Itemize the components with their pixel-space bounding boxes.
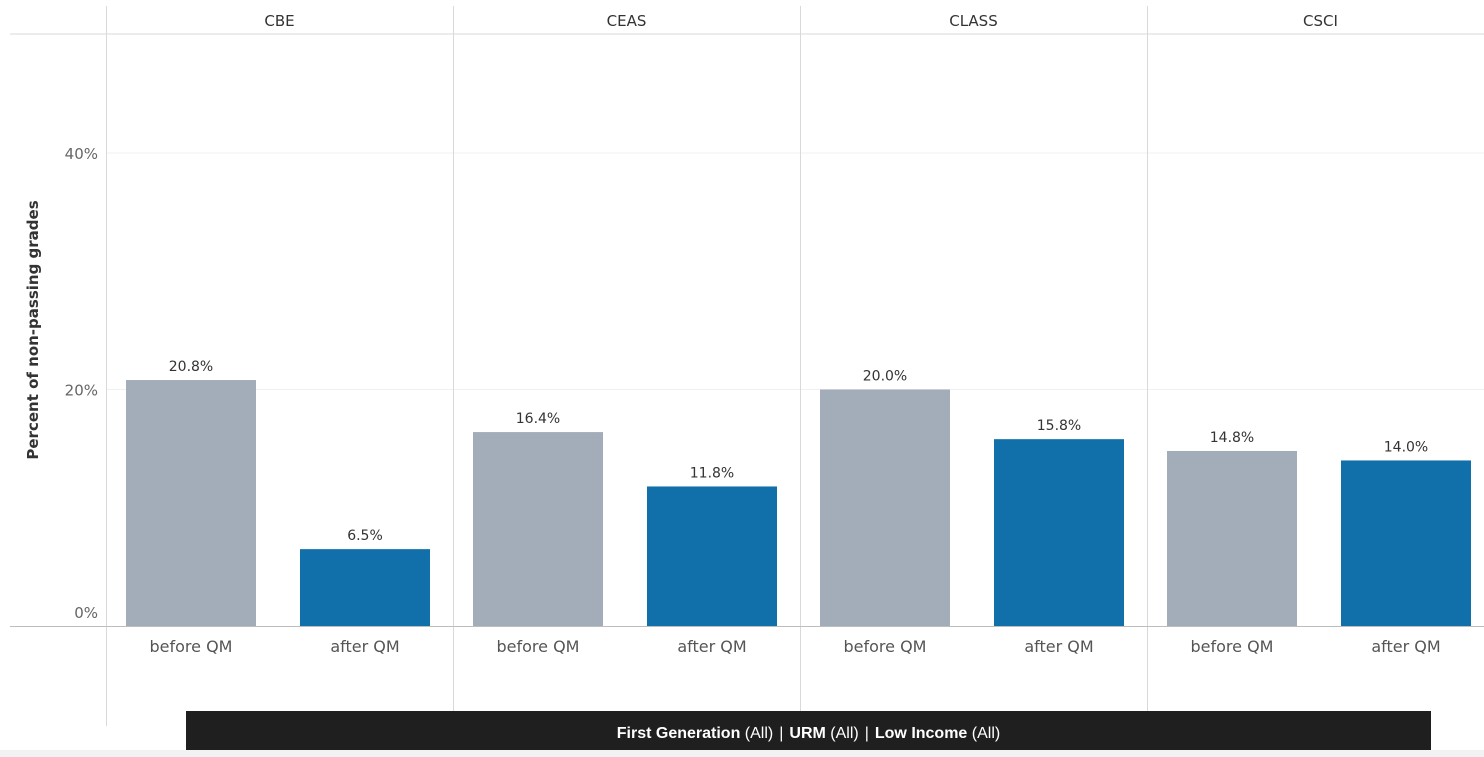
y-axis-title: Percent of non-passing grades	[24, 200, 42, 459]
bar	[126, 380, 256, 626]
filter-name-urm: URM	[789, 725, 826, 742]
x-tick-label: after QM	[1024, 637, 1093, 656]
x-tick-label: before QM	[844, 637, 927, 656]
bar	[994, 439, 1124, 626]
bar-value-label: 16.4%	[516, 411, 560, 427]
filter-separator: |	[779, 725, 784, 742]
panel-header-label: CLASS	[949, 12, 997, 30]
bar	[1341, 460, 1471, 626]
bar-value-label: 6.5%	[347, 528, 383, 544]
bar-value-label: 11.8%	[690, 465, 734, 481]
x-tick-label: after QM	[677, 637, 746, 656]
x-tick-label: after QM	[1371, 637, 1440, 656]
filter-value-low-income: (All)	[971, 725, 1001, 742]
y-tick-label: 0%	[74, 604, 98, 622]
bar	[647, 486, 777, 626]
bar-value-label: 20.8%	[169, 359, 213, 375]
bar-value-label: 14.8%	[1210, 430, 1254, 446]
filter-name-low-income: Low Income	[874, 725, 968, 742]
filter-value-first-generation: (All)	[744, 725, 774, 742]
x-tick-label: before QM	[497, 637, 580, 656]
bar	[1167, 450, 1297, 626]
bar	[473, 432, 603, 626]
panel-header-label: CBE	[264, 12, 294, 30]
panel-header-label: CEAS	[607, 12, 647, 30]
bar-value-label: 14.0%	[1384, 439, 1428, 455]
filter-summary-bar: First Generation (All) | URM (All) | Low…	[186, 711, 1431, 757]
bar	[300, 549, 430, 626]
filter-separator: |	[864, 725, 869, 742]
x-tick-label: before QM	[150, 637, 233, 656]
bar-value-label: 15.8%	[1037, 418, 1081, 434]
bar	[820, 389, 950, 626]
filter-value-urm: (All)	[830, 725, 859, 742]
x-tick-label: before QM	[1191, 637, 1274, 656]
x-tick-label: after QM	[330, 637, 399, 656]
bottom-strip	[0, 750, 1484, 757]
y-tick-label: 40%	[65, 145, 98, 163]
y-tick-label: 20%	[65, 382, 98, 400]
bar-value-label: 20.0%	[863, 369, 907, 385]
filter-name-first-generation: First Generation	[616, 725, 741, 742]
panel-header-label: CSCI	[1303, 12, 1338, 30]
